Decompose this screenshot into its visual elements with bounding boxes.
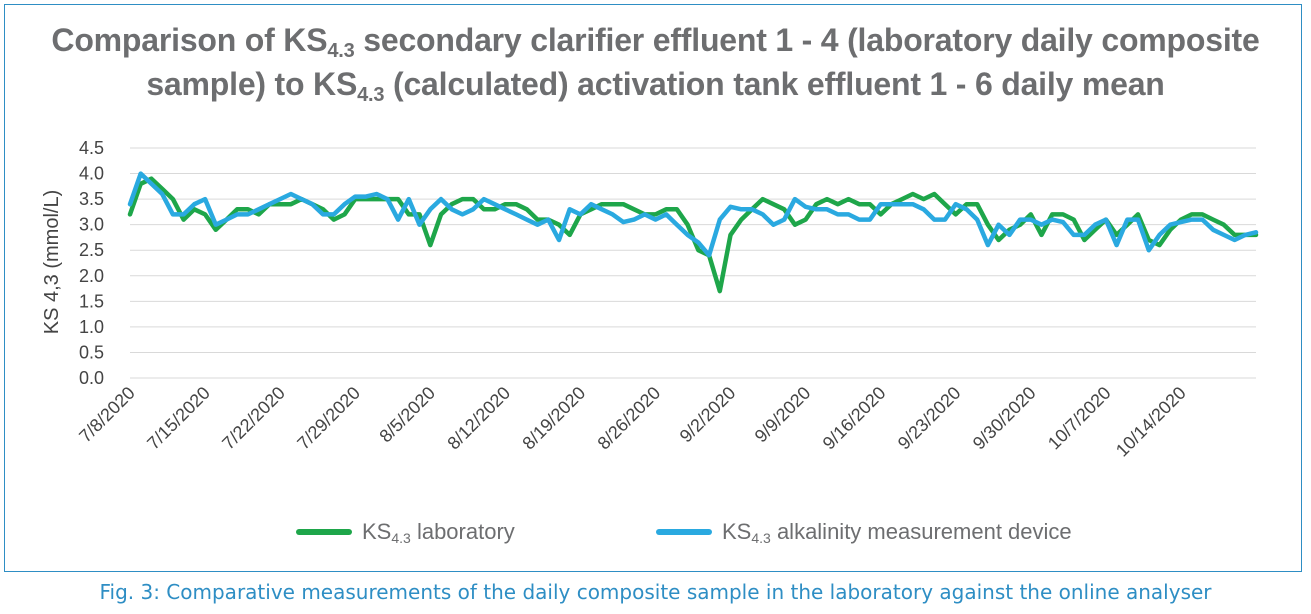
- x-tick-label: 7/29/2020: [293, 383, 364, 454]
- y-tick-label: 2.0: [79, 266, 104, 286]
- x-tick-label: 8/26/2020: [594, 383, 665, 454]
- series-lines: [127, 171, 1259, 294]
- x-tick-label: 9/30/2020: [969, 383, 1040, 454]
- series-line-device: [127, 171, 1259, 258]
- x-tick-label: 9/16/2020: [819, 383, 890, 454]
- line-chart: 0.00.51.01.52.02.53.03.54.04.5 7/8/2020 7…: [41, 138, 1259, 461]
- x-axis-tick-labels: 7/8/2020 7/15/2020 7/22/2020 7/29/2020 8/5/2…: [75, 383, 1190, 461]
- y-tick-label: 4.0: [79, 164, 104, 184]
- chart-title-line-2: sample) to KS4.3 (calculated) activation…: [146, 66, 1165, 106]
- y-axis-label: KS 4,3 (mmol/L): [41, 190, 63, 334]
- chart-title-line-1: Comparison of KS4.3 secondary clarifier …: [51, 22, 1260, 62]
- y-tick-label: 1.5: [79, 291, 104, 311]
- y-tick-label: 4.5: [79, 138, 104, 158]
- x-tick-label: 7/15/2020: [143, 383, 214, 454]
- x-tick-label: 8/12/2020: [443, 383, 514, 454]
- legend-item-laboratory: KS4.3 laboratory: [296, 512, 515, 552]
- x-tick-label: 9/23/2020: [894, 383, 965, 454]
- y-tick-label: 1.0: [79, 317, 104, 337]
- x-tick-label: 9/2/2020: [676, 383, 740, 447]
- x-tick-label: 7/22/2020: [218, 383, 289, 454]
- legend: KS4.3 laboratory KS4.3 alkalinity measur…: [0, 512, 1311, 552]
- y-tick-label: 2.5: [79, 240, 104, 260]
- figure-caption: Fig. 3: Comparative measurements of the …: [99, 580, 1212, 604]
- y-axis-tick-labels: 0.0 0.5 1.0 1.5 2.0 2.5 3.0 3.5 4.0 4.5: [79, 138, 104, 388]
- x-tick-label: 8/19/2020: [518, 383, 589, 454]
- y-tick-label: 0.5: [79, 342, 104, 362]
- x-tick-label: 9/9/2020: [751, 383, 815, 447]
- legend-label-laboratory: KS4.3 laboratory: [362, 519, 515, 546]
- figure-frame: [4, 4, 1302, 572]
- x-tick-label: 7/8/2020: [75, 383, 139, 447]
- x-tick-label: 10/14/2020: [1112, 383, 1190, 461]
- y-tick-label: 3.5: [79, 189, 104, 209]
- x-tick-label: 8/5/2020: [375, 383, 439, 447]
- y-tick-label: 3.0: [79, 215, 104, 235]
- y-tick-label: 0.0: [79, 368, 104, 388]
- legend-swatch-laboratory: [296, 529, 352, 535]
- chart-title: Comparison of KS4.3 secondary clarifier …: [0, 18, 1311, 106]
- legend-item-device: KS4.3 alkalinity measurement device: [656, 512, 1072, 552]
- legend-label-device: KS4.3 alkalinity measurement device: [722, 519, 1072, 546]
- legend-swatch-device: [656, 529, 712, 535]
- x-tick-label: 10/7/2020: [1044, 383, 1115, 454]
- gridlines: [130, 147, 1256, 379]
